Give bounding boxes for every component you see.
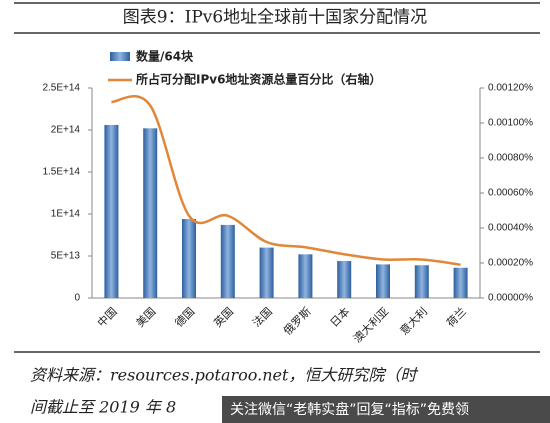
legend-label: 所占可分配IPv6地址资源总量百分比（右轴） [136, 72, 381, 87]
y-tick-label: 2.5E+14 [42, 83, 80, 94]
legend-label: 数量/64块 [136, 49, 194, 64]
bar [143, 128, 158, 298]
watermark-band [222, 396, 550, 423]
x-tick-label: 英国 [211, 304, 236, 329]
line [111, 94, 461, 266]
y2-tick-label: 0.00020% [488, 258, 533, 269]
bar [376, 264, 390, 298]
y-tick-label: 5E+13 [51, 251, 81, 262]
bar [182, 219, 196, 298]
y2-tick-label: 0.00120% [488, 83, 533, 94]
x-tick-label: 荷兰 [444, 305, 469, 330]
x-tick-label: 意大利 [397, 304, 430, 337]
y-tick-label: 2E+14 [51, 125, 81, 136]
bar [298, 254, 313, 298]
bar [414, 265, 429, 298]
bar [453, 267, 468, 298]
y2-tick-label: 0.00040% [488, 223, 533, 234]
x-tick-label: 中国 [95, 305, 120, 330]
y2-tick-label: 0.00060% [488, 188, 533, 199]
bar [104, 124, 119, 299]
x-tick-label: 德国 [172, 304, 197, 329]
x-tick-label: 法国 [249, 304, 274, 329]
x-tick-label: 澳大利亚 [350, 304, 391, 345]
y-tick-label: 0 [74, 293, 80, 304]
source: 间截止至 2019 年 8 [30, 398, 176, 417]
x-tick-label: 俄罗斯 [281, 305, 314, 338]
x-tick-label: 美国 [134, 305, 159, 330]
x-tick-label: 日本 [327, 304, 352, 329]
chart-title: 图表9：IPv6地址全球前十国家分配情况 [123, 8, 427, 28]
y2-tick-label: 0.00000% [488, 293, 533, 304]
y2-tick-label: 0.00100% [488, 118, 533, 129]
bar [220, 224, 235, 298]
bar [337, 261, 352, 298]
bar [259, 247, 274, 298]
y-tick-label: 1E+14 [51, 209, 81, 220]
legend-swatch [110, 52, 130, 61]
watermark: 关注微信“老韩实盘”回复“指标”免费领 [230, 401, 469, 418]
source: 资料来源：resources.potaroo.net，恒大研究院（时 [30, 366, 418, 385]
y2-tick-label: 0.00080% [488, 153, 533, 164]
y-tick-label: 1.5E+14 [42, 167, 80, 178]
